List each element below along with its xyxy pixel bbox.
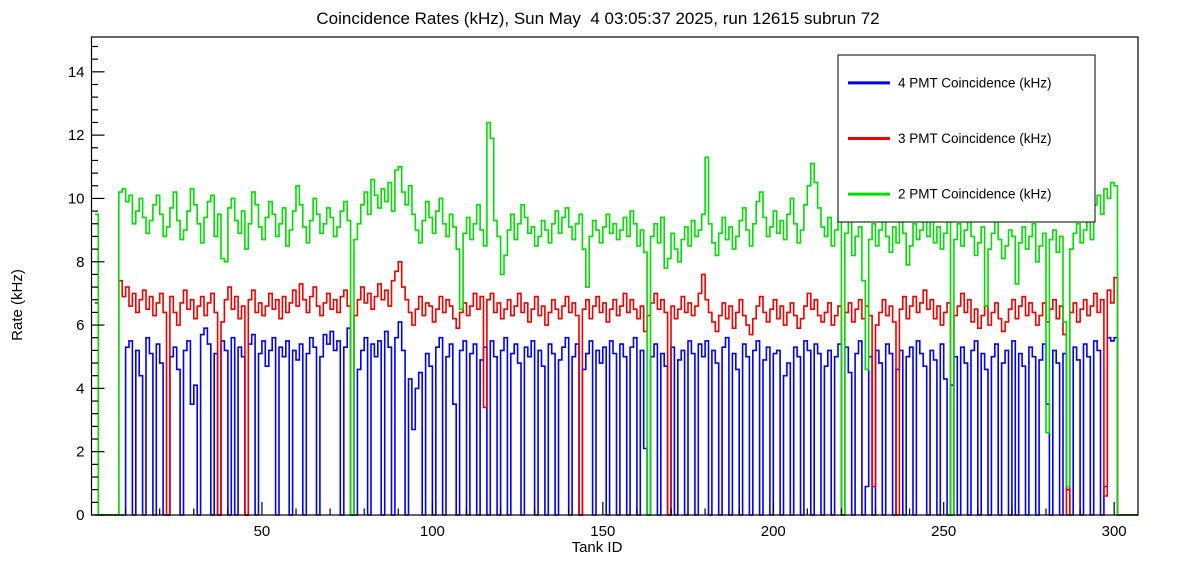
series-line-4pmt (94, 321, 1138, 516)
x-tick-label: 50 (254, 523, 271, 540)
chart-title: Coincidence Rates (kHz), Sun May 4 03:05… (316, 9, 879, 28)
x-tick-label: 250 (931, 523, 956, 540)
legend-label-4pmt: 4 PMT Coincidence (kHz) (898, 75, 1052, 90)
y-tick-label: 12 (68, 127, 85, 144)
legend: 4 PMT Coincidence (kHz) 3 PMT Coincidence… (837, 54, 1096, 223)
series-group (94, 121, 1138, 516)
tick-labels: 0 2 4 6 8 10 12 14 50 100 150 200 250 300 (68, 64, 1127, 540)
x-tick-label: 200 (761, 523, 786, 540)
x-axis-label: Tank ID (572, 539, 623, 556)
axis-ticks (91, 45, 1115, 516)
y-axis-label: Rate (kHz) (9, 269, 26, 341)
y-tick-label: 10 (68, 190, 85, 207)
y-tick-label: 2 (76, 444, 84, 461)
y-tick-label: 0 (76, 507, 84, 524)
x-tick-label: 100 (420, 523, 445, 540)
y-tick-label: 4 (76, 380, 84, 397)
x-tick-label: 150 (590, 523, 615, 540)
y-tick-label: 6 (76, 317, 84, 334)
legend-label-2pmt: 2 PMT Coincidence (kHz) (898, 187, 1052, 202)
series-line-2pmt (94, 121, 1138, 516)
legend-label-3pmt: 3 PMT Coincidence (kHz) (898, 131, 1052, 146)
x-tick-label: 300 (1102, 523, 1127, 540)
y-tick-label: 14 (68, 64, 85, 81)
plot-frame (90, 36, 1139, 516)
y-tick-label: 8 (76, 254, 84, 271)
